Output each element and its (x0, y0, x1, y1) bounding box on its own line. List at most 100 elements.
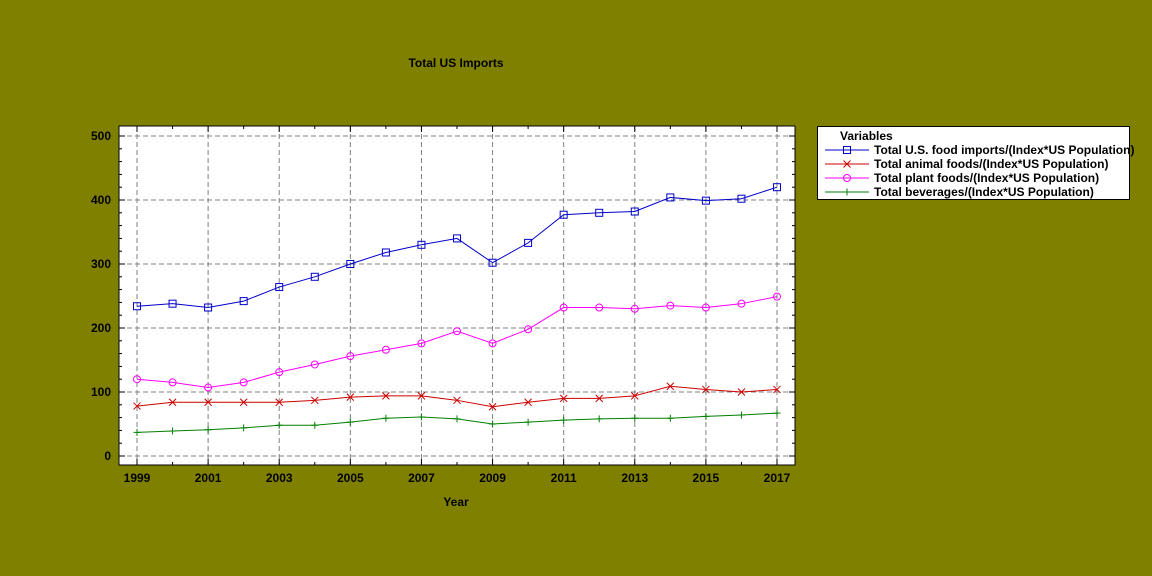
data-point (595, 303, 604, 312)
data-point (843, 146, 851, 154)
series-0 (133, 183, 781, 312)
x-tick-label: 2003 (266, 471, 293, 485)
data-point (346, 260, 355, 268)
legend-swatch (825, 174, 869, 182)
legend-swatch (825, 188, 869, 196)
legend-item-food-imports: Total U.S. food imports/(Index*US Popula… (822, 143, 1134, 157)
x-tick-label: 2005 (337, 471, 364, 485)
data-point (737, 194, 746, 203)
data-point (310, 396, 319, 405)
legend-title: Variables (840, 129, 893, 143)
data-point (204, 398, 212, 407)
data-point (666, 193, 675, 202)
x-tick-label: 2007 (408, 471, 435, 485)
series-line (136, 186, 778, 309)
data-point (524, 325, 533, 334)
legend-item-beverages: Total beverages/(Index*US Population) (822, 185, 1127, 199)
y-tick-label: 200 (91, 321, 111, 335)
data-point (488, 339, 497, 348)
data-point (382, 391, 390, 400)
data-point (275, 421, 283, 429)
x-tick-label: 2001 (195, 471, 222, 485)
data-point (702, 412, 710, 420)
data-point (666, 301, 675, 310)
data-point (560, 416, 568, 424)
data-point (346, 352, 355, 361)
data-point (310, 360, 319, 369)
data-point (133, 302, 141, 311)
x-tick-label: 2015 (693, 471, 720, 485)
data-point (524, 238, 533, 247)
data-point (488, 402, 497, 411)
data-point (133, 428, 141, 436)
x-tick-label: 2011 (551, 471, 577, 485)
data-point (666, 414, 674, 422)
data-point (239, 378, 248, 387)
data-point (453, 234, 461, 243)
legend-item-animal-foods: Total animal foods/(Index*US Population) (822, 157, 1127, 171)
data-point (417, 413, 425, 421)
data-point (381, 345, 390, 354)
data-point (346, 393, 355, 401)
data-point (666, 382, 675, 391)
legend: Variables Total U.S. food imports/(Index… (817, 126, 1134, 200)
data-point (417, 240, 426, 249)
data-point (204, 383, 213, 392)
data-point (133, 402, 141, 410)
legend-label: Total U.S. food imports/(Index*US Popula… (874, 143, 1135, 157)
x-tick-label: 2013 (621, 471, 648, 485)
data-point (843, 174, 851, 182)
legend-label: Total animal foods/(Index*US Population) (874, 157, 1109, 171)
data-point (843, 188, 851, 196)
x-tick-label: 2017 (764, 471, 791, 485)
data-point (168, 398, 177, 407)
legend-swatch (825, 146, 869, 154)
data-point (843, 160, 851, 168)
y-tick-label: 100 (91, 385, 111, 399)
y-tick-label: 0 (104, 449, 111, 463)
data-point (773, 292, 781, 301)
data-point (239, 297, 248, 306)
data-point (310, 272, 319, 281)
data-point (311, 421, 319, 429)
y-tick-label: 500 (91, 129, 111, 143)
data-point (381, 248, 390, 257)
data-point (524, 418, 532, 426)
data-point (275, 368, 284, 377)
data-point (630, 391, 639, 400)
data-point (559, 394, 568, 403)
series-1 (133, 382, 781, 411)
y-tick-label: 400 (91, 193, 111, 207)
data-point (489, 420, 497, 428)
data-point (595, 415, 603, 423)
legend-label: Total plant foods/(Index*US Population) (874, 171, 1100, 185)
plot-area (119, 126, 795, 465)
data-point (701, 303, 710, 312)
data-point (737, 299, 746, 308)
data-point (275, 283, 284, 292)
x-tick-label: 1999 (124, 471, 151, 485)
y-tick-label: 300 (91, 257, 111, 271)
data-point (701, 196, 710, 205)
legend-label: Total beverages/(Index*US Population) (874, 185, 1094, 199)
data-point (737, 411, 745, 419)
data-point (168, 378, 177, 387)
data-point (595, 394, 604, 403)
data-point (559, 303, 568, 312)
data-point (204, 303, 213, 312)
data-point (275, 398, 284, 407)
data-point (737, 388, 746, 396)
data-point (204, 426, 212, 434)
data-point (595, 208, 604, 217)
data-point (559, 210, 568, 219)
legend-item-plant-foods: Total plant foods/(Index*US Population) (822, 171, 1127, 185)
data-point (488, 258, 497, 267)
data-point (773, 385, 781, 394)
data-point (630, 207, 639, 216)
data-point (133, 375, 141, 384)
data-point (169, 427, 177, 435)
data-point (524, 398, 532, 407)
data-point (417, 339, 426, 348)
data-point (239, 398, 248, 407)
